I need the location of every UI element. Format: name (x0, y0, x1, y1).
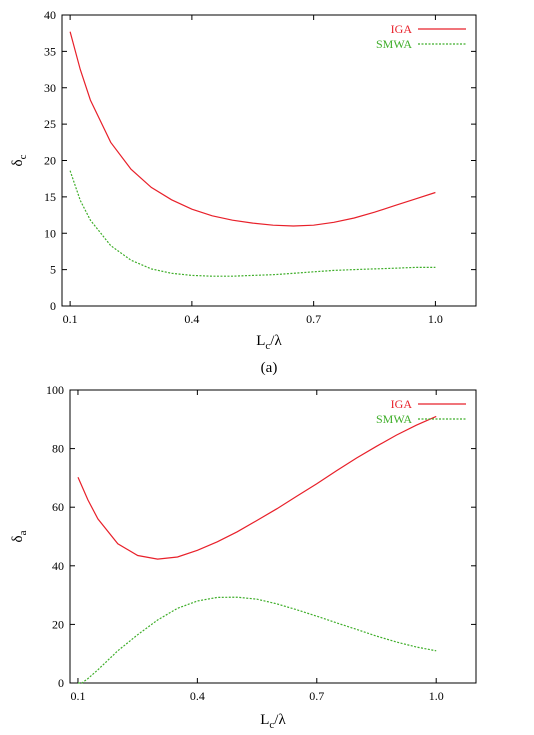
x-tick-label: 1.0 (428, 312, 443, 326)
x-axis-label-main: L (256, 333, 265, 349)
y-tick-label: 0 (58, 676, 64, 690)
x-tick-label: 0.1 (70, 689, 85, 703)
x-axis-label-main: L (260, 712, 269, 728)
series-line-smwa (78, 596, 437, 684)
series-line-smwa (69, 170, 436, 277)
series-line-iga (69, 31, 436, 227)
x-axis-label-sub: c (265, 340, 270, 352)
y-tick-label: 5 (50, 263, 56, 277)
x-tick-label: 0.1 (63, 312, 78, 326)
y-tick-label: 60 (52, 500, 64, 514)
x-tick-label: 0.7 (306, 312, 321, 326)
x-tick-label: 0.7 (309, 689, 324, 703)
y-tick-label: 20 (44, 154, 56, 168)
panel-label: (a) (261, 360, 278, 376)
y-tick-label: 35 (44, 44, 56, 58)
x-axis-label: Lc/λ (256, 333, 282, 352)
legend-label-smwa: SMWA (376, 412, 412, 426)
y-axis-label-main: δ (10, 159, 26, 166)
legend-label-iga: IGA (391, 397, 413, 411)
y-tick-label: 25 (44, 117, 56, 131)
y-tick-label: 40 (44, 8, 56, 22)
y-tick-label: 100 (46, 383, 64, 397)
y-axis-label-sub: c (17, 154, 29, 159)
x-tick-label: 1.0 (429, 689, 444, 703)
legend-label-smwa: SMWA (376, 37, 412, 51)
y-tick-label: 10 (44, 226, 56, 240)
series-line-iga (77, 415, 437, 560)
plot-frame (69, 389, 477, 684)
x-axis-label: Lc/λ (260, 712, 286, 731)
x-tick-label: 0.4 (190, 689, 205, 703)
x-axis-label-suffix: /λ (274, 712, 286, 728)
y-tick-label: 30 (44, 81, 56, 95)
x-axis-label-suffix: /λ (270, 333, 282, 349)
y-tick-label: 15 (44, 190, 56, 204)
y-axis-label: δa (10, 530, 29, 542)
y-tick-label: 80 (52, 442, 64, 456)
x-tick-label: 0.4 (184, 312, 199, 326)
y-tick-label: 20 (52, 617, 64, 631)
y-tick-label: 0 (50, 299, 56, 313)
y-axis-label-main: δ (10, 535, 26, 542)
y-tick-label: 40 (52, 559, 64, 573)
legend-label-iga: IGA (391, 22, 413, 36)
y-axis-label-sub: a (17, 530, 29, 535)
y-axis-label: δc (10, 154, 29, 166)
x-axis-label-sub: c (269, 719, 274, 731)
